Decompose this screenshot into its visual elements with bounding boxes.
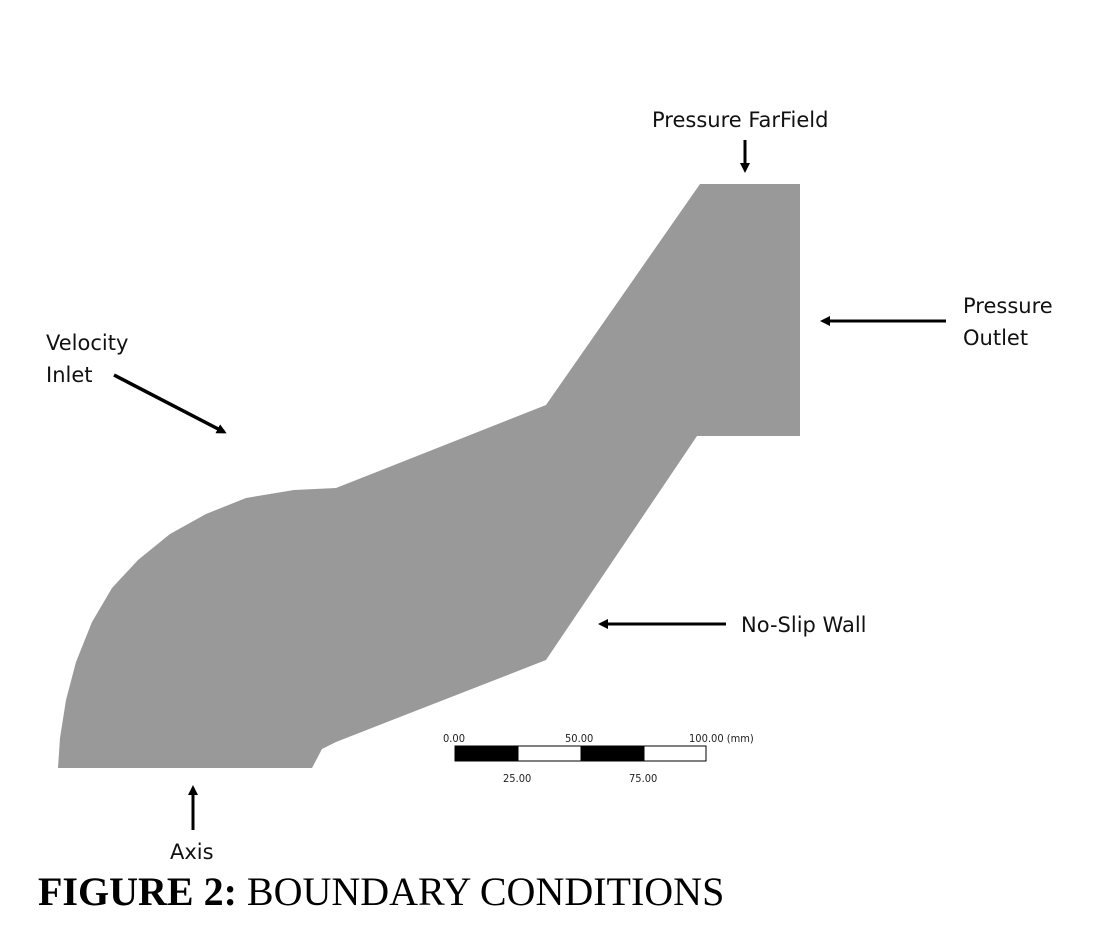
scale-tick-75: 75.00	[629, 772, 657, 785]
scale-segment-4	[643, 745, 707, 762]
scale-segment-2	[517, 745, 582, 762]
computational-domain	[58, 184, 800, 768]
velocity-inlet-label-line1: Velocity	[46, 331, 128, 355]
arrows	[113, 140, 946, 830]
scale-segment-3	[580, 745, 645, 762]
no-slip-wall-label: No-Slip Wall	[741, 613, 867, 637]
boundary-conditions-diagram: Pressure FarField Pressure Outlet Veloci…	[46, 108, 1053, 864]
figure-number: FIGURE 2:	[38, 869, 237, 914]
velocity-inlet-label-line2: Inlet	[46, 363, 93, 387]
figure-caption: FIGURE 2: BOUNDARY CONDITIONS	[38, 866, 724, 918]
pressure-outlet-label-line2: Outlet	[963, 326, 1028, 350]
scale-tick-0: 0.00	[443, 732, 465, 745]
velocity-inlet-arrow	[113, 373, 227, 434]
figure-title: BOUNDARY CONDITIONS	[236, 869, 725, 914]
scale-tick-100: 100.00 (mm)	[689, 732, 754, 745]
pressure-outlet-label-line1: Pressure	[963, 294, 1053, 318]
pressure-farfield-label: Pressure FarField	[652, 108, 828, 132]
scale-tick-50: 50.00	[565, 732, 593, 745]
scale-tick-25: 25.00	[503, 772, 531, 785]
scale-segment-1	[454, 745, 519, 762]
scale-bar: 0.00 50.00 100.00 (mm) 25.00 75.00	[443, 732, 754, 785]
axis-label: Axis	[170, 840, 214, 864]
